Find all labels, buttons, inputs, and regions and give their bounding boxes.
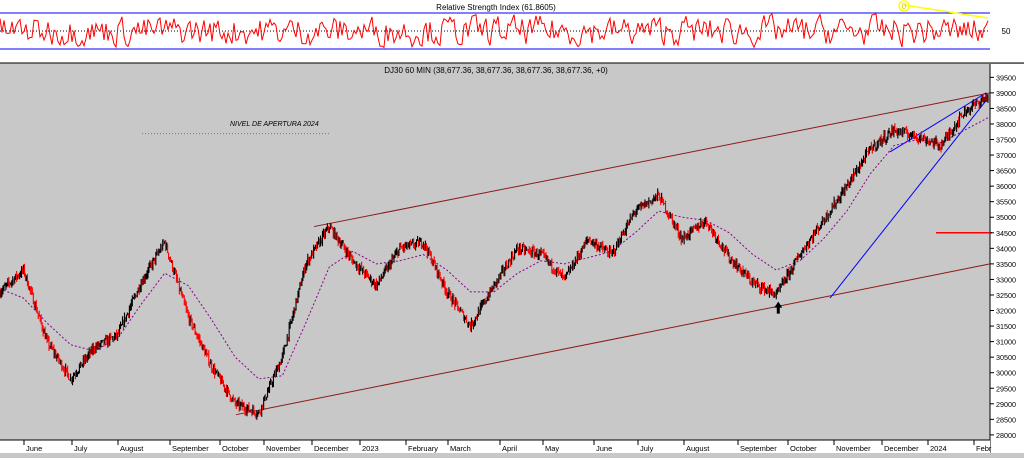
wedge-lower-line [829,100,987,299]
x-tick-label: Febr [976,444,992,453]
rsi-title: Relative Strength Index (61.8605) [436,3,556,12]
y-tick-label: 37500 [996,136,1016,145]
trend-channel [235,92,991,416]
x-tick-label: November [266,444,301,453]
x-tick-label: July [74,444,88,453]
time-axis-labels: June July August September October November De… [23,440,992,453]
rsi-peak-marker [898,0,910,12]
rsi-axis-area [990,0,1024,63]
rsi-series-line [0,12,989,49]
rsi-tick-label-50: 50 [1002,27,1011,36]
open-level-annotation: NIVEL DE APERTURA 2024 [230,121,319,128]
x-tick-label: June [596,444,612,453]
x-tick-label: February [408,444,438,453]
price-plot-area [0,64,990,440]
x-tick-label: September [740,444,777,453]
x-tick-label: August [686,444,710,453]
x-tick-label: May [545,444,559,453]
y-tick-label: 30500 [996,353,1016,362]
up-arrow-icon [774,301,783,314]
y-tick-label: 38500 [996,104,1016,113]
x-tick-label: October [222,444,249,453]
x-tick-label: 2023 [362,444,379,453]
rsi-trendline [903,4,989,19]
y-tick-label: 29000 [996,400,1016,409]
x-tick-label: October [790,444,817,453]
moving-average-line [0,117,989,380]
x-tick-label: December [314,444,349,453]
x-tick-label: March [450,444,471,453]
y-tick-label: 34000 [996,244,1016,253]
y-tick-label: 30000 [996,369,1016,378]
x-tick-label: December [884,444,919,453]
y-tick-label: 37000 [996,151,1016,160]
y-tick-label: 34500 [996,229,1016,238]
x-tick-label: August [120,444,144,453]
y-tick-label: 39000 [996,89,1016,98]
y-tick-label: 36000 [996,182,1016,191]
time-axis-area [0,440,990,453]
y-tick-label: 39500 [996,73,1016,82]
channel-lower-line [235,263,991,416]
y-tick-label: 35500 [996,198,1016,207]
channel-upper-line [313,92,991,228]
x-tick-label: November [836,444,871,453]
rsi-panel: Relative Strength Index (61.8605) 0 50 [0,0,1024,64]
bottom-arrow-annotation [774,301,783,314]
x-tick-label: September [172,444,209,453]
x-tick-label: 2024 [930,444,947,453]
x-tick-label: April [502,444,517,453]
rsi-peak-marker-label: 0 [902,2,907,11]
price-panel: DJ30 60 MIN (38,677.36, 38,677.36, 38,67… [0,64,1024,453]
price-axis-area [990,64,1024,453]
y-tick-label: 33000 [996,275,1016,284]
y-tick-label: 31500 [996,322,1016,331]
rsi-levels [0,12,990,50]
y-tick-label: 32000 [996,307,1016,316]
price-title: DJ30 60 MIN (38,677.36, 38,677.36, 38,67… [384,66,608,75]
x-tick-label: June [26,444,42,453]
y-tick-label: 35000 [996,213,1016,222]
time-axis: June July August September October November De… [0,439,992,453]
y-tick-label: 28000 [996,431,1016,440]
y-tick-label: 29500 [996,384,1016,393]
y-tick-label: 33500 [996,260,1016,269]
y-tick-label: 38000 [996,120,1016,129]
y-tick-label: 32500 [996,291,1016,300]
price-y-axis-ticks: 28000 28500 29000 29500 30000 30500 31000 31500… [990,73,1016,440]
price-candles [0,92,989,420]
y-tick-label: 28500 [996,415,1016,424]
y-tick-label: 36500 [996,167,1016,176]
y-tick-label: 31000 [996,338,1016,347]
x-tick-label: July [640,444,654,453]
